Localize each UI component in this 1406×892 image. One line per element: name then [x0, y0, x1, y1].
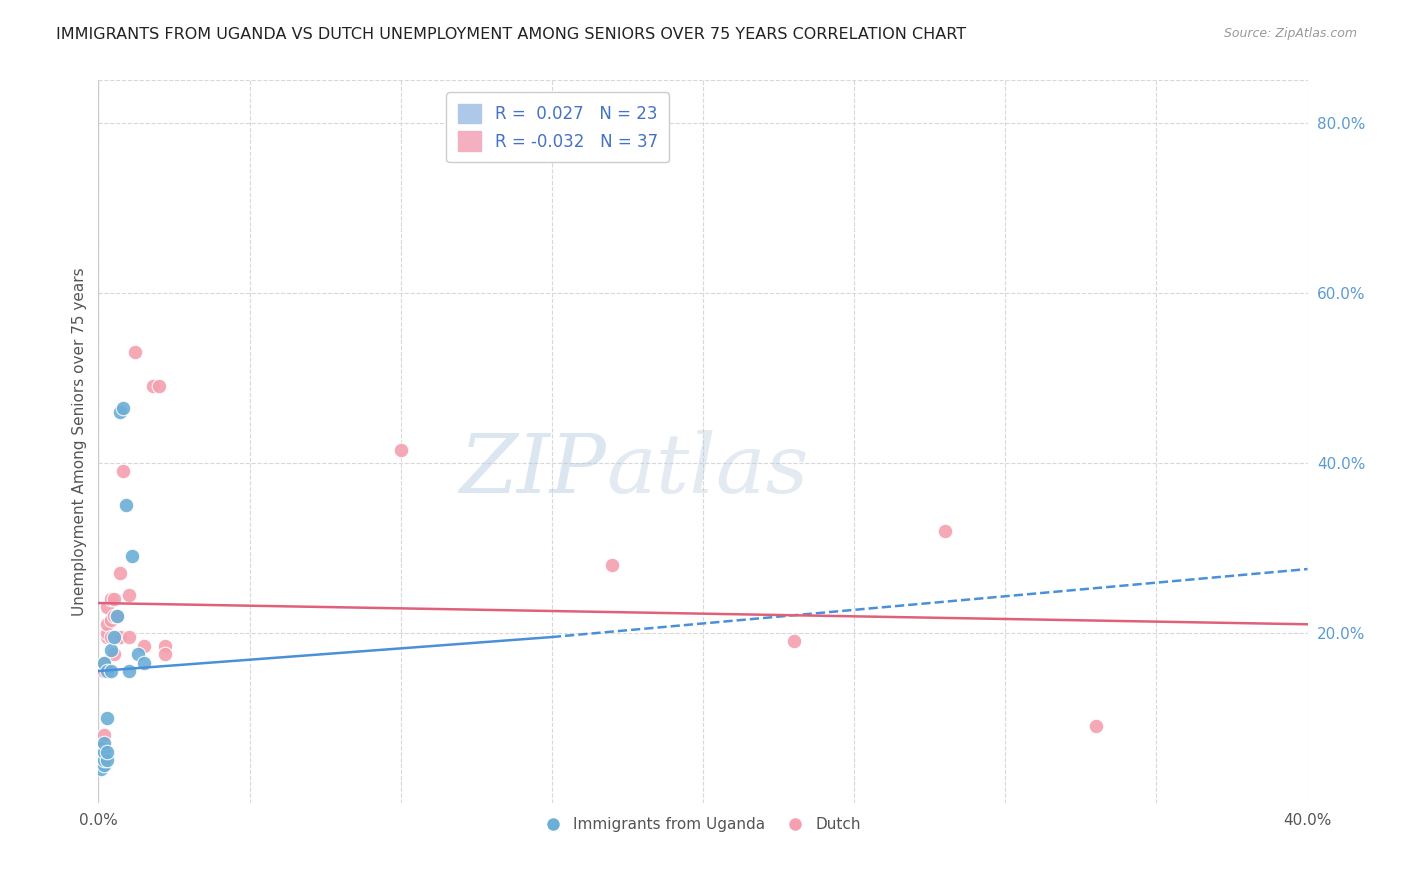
Point	[127, 647, 149, 661]
Point	[118, 588, 141, 602]
Point	[93, 728, 115, 742]
Point	[1085, 719, 1108, 733]
Point	[602, 558, 624, 572]
Point	[90, 762, 112, 776]
Point	[93, 656, 115, 670]
Text: atlas: atlas	[606, 431, 808, 510]
Point	[90, 740, 112, 755]
Point	[118, 630, 141, 644]
Point	[148, 379, 170, 393]
Point	[96, 625, 118, 640]
Point	[93, 664, 115, 678]
Point	[103, 630, 125, 644]
Point	[132, 656, 155, 670]
Point	[142, 379, 165, 393]
Point	[100, 664, 122, 678]
Text: ZIP: ZIP	[460, 431, 606, 510]
Point	[783, 634, 806, 648]
Point	[389, 443, 412, 458]
Point	[93, 740, 115, 755]
Point	[153, 647, 176, 661]
Point	[93, 757, 115, 772]
Point	[111, 464, 134, 478]
Point	[132, 639, 155, 653]
Point	[90, 745, 112, 759]
Point	[934, 524, 956, 538]
Point	[100, 613, 122, 627]
Point	[103, 591, 125, 606]
Point	[96, 711, 118, 725]
Text: Source: ZipAtlas.com: Source: ZipAtlas.com	[1223, 27, 1357, 40]
Point	[103, 647, 125, 661]
Point	[105, 608, 128, 623]
Point	[93, 745, 115, 759]
Point	[96, 664, 118, 678]
Point	[93, 736, 115, 750]
Point	[96, 745, 118, 759]
Point	[114, 498, 136, 512]
Point	[100, 630, 122, 644]
Point	[121, 549, 143, 564]
Point	[90, 749, 112, 764]
Point	[108, 405, 131, 419]
Point	[96, 630, 118, 644]
Point	[108, 566, 131, 581]
Point	[100, 642, 122, 657]
Point	[108, 630, 131, 644]
Point	[93, 753, 115, 767]
Text: IMMIGRANTS FROM UGANDA VS DUTCH UNEMPLOYMENT AMONG SENIORS OVER 75 YEARS CORRELA: IMMIGRANTS FROM UGANDA VS DUTCH UNEMPLOY…	[56, 27, 966, 42]
Legend: Immigrants from Uganda, Dutch: Immigrants from Uganda, Dutch	[538, 812, 868, 838]
Point	[90, 736, 112, 750]
Point	[105, 630, 128, 644]
Y-axis label: Unemployment Among Seniors over 75 years: Unemployment Among Seniors over 75 years	[72, 268, 87, 615]
Point	[96, 617, 118, 632]
Point	[111, 401, 134, 415]
Point	[90, 753, 112, 767]
Point	[93, 745, 115, 759]
Point	[90, 740, 112, 755]
Point	[96, 753, 118, 767]
Point	[105, 608, 128, 623]
Point	[118, 664, 141, 678]
Point	[103, 608, 125, 623]
Point	[124, 345, 146, 359]
Point	[153, 639, 176, 653]
Point	[96, 600, 118, 615]
Point	[93, 656, 115, 670]
Point	[100, 591, 122, 606]
